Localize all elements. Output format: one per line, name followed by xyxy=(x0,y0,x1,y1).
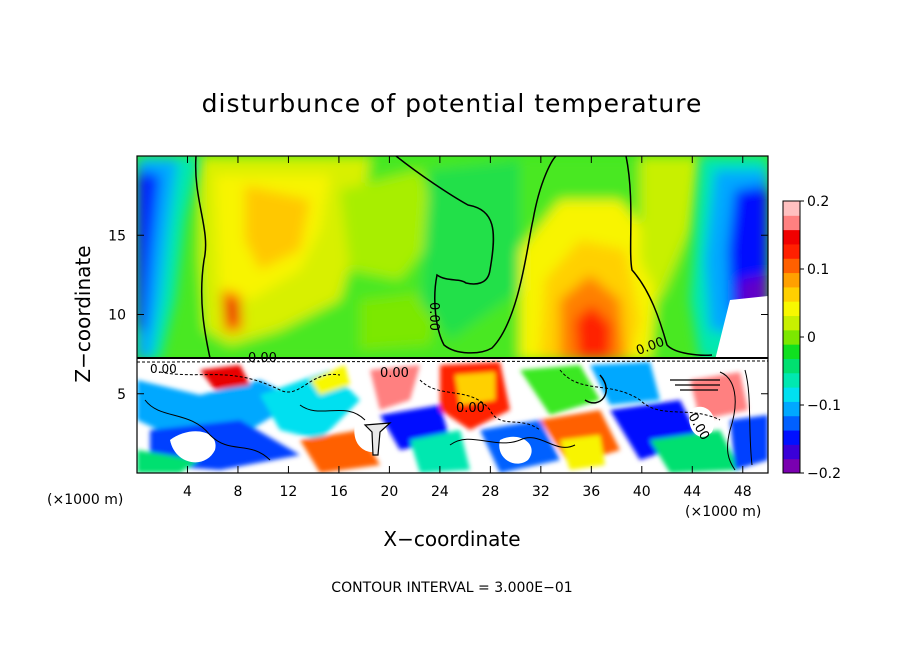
x-tick-label: 24 xyxy=(431,484,449,500)
y-axis: 5 10 15 xyxy=(108,228,768,403)
colorbar-swatch xyxy=(783,315,800,331)
colorbar-swatch xyxy=(783,415,800,431)
colorbar-swatch xyxy=(783,344,800,359)
x-tick-label: 36 xyxy=(582,484,600,500)
colorbar: −0.2 −0.1 0 0.1 0.2 xyxy=(782,194,841,482)
colorbar-swatch xyxy=(783,387,800,402)
colorbar-swatch xyxy=(783,301,800,317)
x-axis-label: X−coordinate xyxy=(383,527,520,551)
colorbar-swatch xyxy=(783,358,800,374)
x-tick-label: 8 xyxy=(233,484,242,500)
contour-lines xyxy=(137,156,768,471)
colorbar-swatch xyxy=(783,243,800,259)
colorbar-swatch xyxy=(783,201,800,216)
y-axis-label: Z−coordinate xyxy=(71,245,95,382)
chart-title: disturbunce of potential temperature xyxy=(202,89,703,118)
y-tick-label: 10 xyxy=(108,308,126,324)
x-tick-label: 48 xyxy=(734,484,752,500)
contour-label: 0.00 xyxy=(380,366,409,381)
contour-label: 0.00 xyxy=(248,351,277,366)
x-unit-left: (×1000 m) xyxy=(47,492,123,508)
contour-label: 0.00 xyxy=(426,302,441,331)
y-tick-label: 5 xyxy=(117,387,126,403)
x-axis: 4 8 12 16 20 24 28 32 36 40 44 48 xyxy=(183,156,752,500)
heatmap-field xyxy=(137,156,768,473)
contour-label: 0.00 xyxy=(456,401,485,416)
colorbar-swatch xyxy=(783,286,800,302)
y-tick-label: 15 xyxy=(108,228,126,244)
contour-label: 0.00 xyxy=(150,362,177,376)
colorbar-swatch xyxy=(783,372,800,388)
colorbar-swatch xyxy=(783,329,800,345)
x-tick-label: 16 xyxy=(330,484,348,500)
zero-contour-center xyxy=(395,156,557,354)
colorbar-tick-label: 0 xyxy=(807,330,816,346)
colorbar-swatch xyxy=(783,229,800,245)
contour-interval-note: CONTOUR INTERVAL = 3.000E−01 xyxy=(331,580,572,596)
colorbar-tick-label: 0.2 xyxy=(807,194,829,210)
colorbar-swatch xyxy=(783,401,800,417)
colorbar-swatch xyxy=(783,215,800,231)
x-tick-label: 12 xyxy=(280,484,298,500)
x-tick-label: 44 xyxy=(683,484,701,500)
x-unit-right: (×1000 m) xyxy=(685,504,761,520)
colorbar-tick-label: −0.1 xyxy=(807,398,841,414)
colorbar-tick-label: 0.1 xyxy=(807,262,829,278)
colorbar-swatch xyxy=(783,444,800,460)
colorbar-swatch xyxy=(783,458,800,474)
x-tick-label: 28 xyxy=(481,484,499,500)
colorbar-swatch xyxy=(783,258,800,274)
x-tick-label: 40 xyxy=(633,484,651,500)
colorbar-swatch xyxy=(783,272,800,288)
x-tick-label: 32 xyxy=(532,484,550,500)
zero-contour-left xyxy=(194,156,211,359)
x-tick-label: 20 xyxy=(380,484,398,500)
zero-contour-right xyxy=(625,156,713,356)
colorbar-tick-label: −0.2 xyxy=(807,466,841,482)
x-tick-label: 4 xyxy=(183,484,192,500)
colorbar-swatch xyxy=(783,430,800,445)
